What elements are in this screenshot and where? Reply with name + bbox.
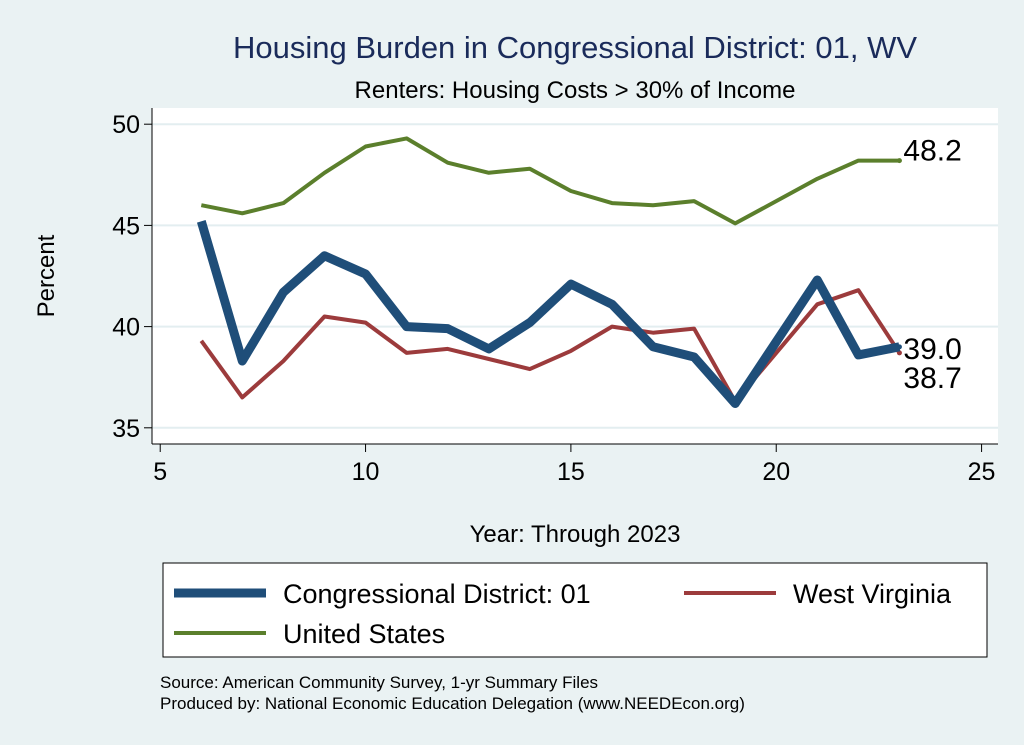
plot-area xyxy=(152,108,998,444)
legend-label-west-virginia: West Virginia xyxy=(793,579,952,609)
series-end-point xyxy=(896,344,902,350)
x-tick-label: 20 xyxy=(762,458,790,486)
source-note: Source: American Community Survey, 1-yr … xyxy=(160,673,598,692)
y-axis-title: Percent xyxy=(33,234,60,317)
end-labels: 39.038.7 48.2 xyxy=(903,135,961,395)
series-end-label: 39.0 xyxy=(903,333,961,366)
y-ticks: 35 40 45 50 xyxy=(112,111,152,443)
y-tick-label: 45 xyxy=(112,212,140,240)
legend-box xyxy=(162,562,988,658)
series-end-point xyxy=(896,350,902,356)
series-end-point xyxy=(896,158,902,164)
x-tick-label: 5 xyxy=(153,458,167,486)
x-tick-label: 25 xyxy=(968,458,996,486)
series-end-label: 38.7 xyxy=(903,362,961,395)
y-tick-label: 35 xyxy=(112,415,140,443)
series-line xyxy=(196,220,901,408)
series-lines xyxy=(196,136,902,408)
x-tick-label: 10 xyxy=(352,458,380,486)
produced-by-note: Produced by: National Economic Education… xyxy=(160,694,745,713)
y-tick-label: 40 xyxy=(112,314,140,342)
legend: Congressional District: 01 West Virginia… xyxy=(162,562,988,658)
x-ticks: 5 10 15 20 25 xyxy=(153,444,995,486)
series-end-label: 48.2 xyxy=(903,135,961,168)
series-line xyxy=(200,136,900,226)
grid xyxy=(152,123,998,429)
legend-label-district: Congressional District: 01 xyxy=(283,579,591,609)
chart-title: Housing Burden in Congressional District… xyxy=(233,30,917,65)
x-axis-title: Year: Through 2023 xyxy=(470,521,681,548)
y-tick-label: 50 xyxy=(112,111,140,139)
x-tick-label: 15 xyxy=(557,458,585,486)
chart-subtitle: Renters: Housing Costs > 30% of Income xyxy=(355,77,796,104)
legend-label-united-states: United States xyxy=(283,619,445,649)
